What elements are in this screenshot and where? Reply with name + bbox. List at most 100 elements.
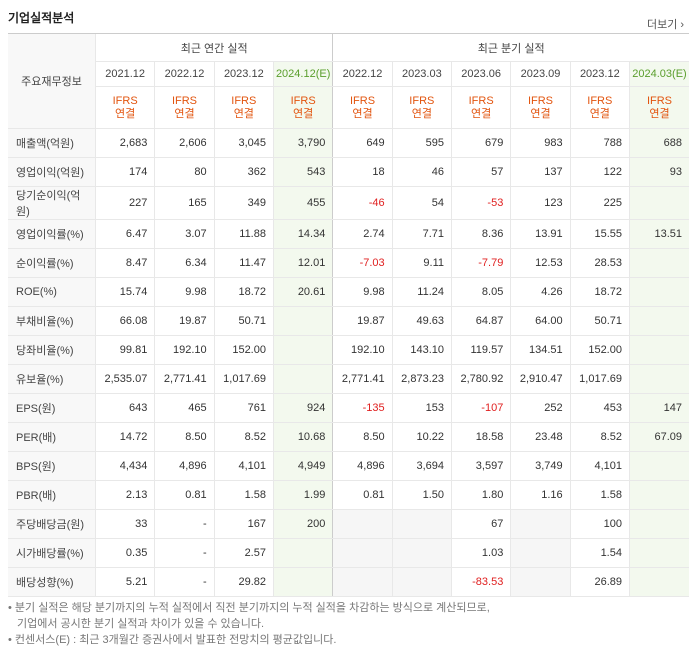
empty-cell <box>332 567 393 597</box>
value-cell: 2,910.47 <box>510 364 571 394</box>
value-cell: 200 <box>272 509 333 539</box>
row-label: 배당성향(%) <box>8 567 96 597</box>
value-cell: 119.57 <box>450 335 511 365</box>
accounting-standard: IFRS 연결 <box>510 86 571 129</box>
value-cell: 9.98 <box>332 277 393 307</box>
value-cell: 0.81 <box>154 480 215 510</box>
value-cell: 9.98 <box>154 277 215 307</box>
period-header: 2021.12 <box>94 61 155 87</box>
value-cell: 167 <box>213 509 274 539</box>
period-header: 2023.06 <box>450 61 511 87</box>
note-line: 기업에서 공시한 분기 실적과 차이가 있을 수 있습니다. <box>17 618 265 630</box>
accounting-standard: IFRS 연결 <box>94 86 155 129</box>
period-header: 2023.09 <box>510 61 571 87</box>
value-cell: 1,017.69 <box>213 364 274 394</box>
value-cell: 3,045 <box>213 128 274 158</box>
value-cell: 4,434 <box>94 451 155 481</box>
value-cell: 93 <box>628 157 689 187</box>
value-cell: 2.13 <box>94 480 155 510</box>
period-header: 2023.12 <box>213 61 274 87</box>
data-row: 영업이익(억원) 174 80 362 543 18 46 57 137 122 93 <box>8 157 689 187</box>
row-label: 시가배당률(%) <box>8 538 96 568</box>
value-cell: 123 <box>510 186 571 220</box>
value-cell: 12.53 <box>510 248 571 278</box>
empty-cell <box>628 567 689 597</box>
value-cell: 1.58 <box>213 480 274 510</box>
value-cell: 5.21 <box>94 567 155 597</box>
value-cell: 227 <box>94 186 155 220</box>
accounting-standard: IFRS 연결 <box>628 86 689 129</box>
period-header: 2024.03(E) <box>628 61 689 87</box>
period-label: 2024.12(E) <box>275 68 331 80</box>
data-row: 당기순이익(억원) 227 165 349 455 -46 54 -53 123 225 <box>8 186 689 220</box>
value-cell: 3.07 <box>154 219 215 249</box>
value-cell: 3,749 <box>510 451 571 481</box>
row-label: 유보율(%) <box>8 364 96 394</box>
empty-cell <box>628 277 689 307</box>
value-cell: 2,771.41 <box>154 364 215 394</box>
data-row: EPS(원) 643 465 761 924 -135 153 -107 252 453 147 <box>8 393 689 423</box>
value-cell: 23.48 <box>510 422 571 452</box>
value-cell: 252 <box>510 393 571 423</box>
empty-cell <box>332 538 393 568</box>
value-cell: 3,790 <box>272 128 333 158</box>
value-cell: 4,896 <box>332 451 393 481</box>
value-cell: 64.87 <box>450 306 511 336</box>
value-cell: 26.89 <box>569 567 630 597</box>
data-row: 유보율(%) 2,535.07 2,771.41 1,017.69 2,771.41 2,… <box>8 364 689 394</box>
period-header: 2022.12 <box>332 61 393 87</box>
value-cell: 2.57 <box>213 538 274 568</box>
value-cell: 2.74 <box>332 219 393 249</box>
value-cell: 225 <box>569 186 630 220</box>
value-cell: 14.72 <box>94 422 155 452</box>
value-cell: 20.61 <box>272 277 333 307</box>
empty-cell <box>272 538 333 568</box>
value-cell: 362 <box>213 157 274 187</box>
empty-cell <box>628 480 689 510</box>
empty-cell <box>391 567 452 597</box>
empty-cell <box>510 538 571 568</box>
more-link[interactable]: 더보기 <box>647 16 684 32</box>
accounting-standard: IFRS 연결 <box>450 86 511 129</box>
value-cell: 15.55 <box>569 219 630 249</box>
empty-cell <box>272 306 333 336</box>
row-label: BPS(원) <box>8 451 96 481</box>
row-label: 영업이익률(%) <box>8 219 96 249</box>
value-cell: 66.08 <box>94 306 155 336</box>
empty-cell <box>628 248 689 278</box>
accounting-standard: IFRS 연결 <box>391 86 452 129</box>
period-header: 2024.12(E) <box>272 61 333 87</box>
row-label: 매출액(억원) <box>8 128 96 158</box>
value-cell: 67 <box>450 509 511 539</box>
value-cell: 8.52 <box>213 422 274 452</box>
value-cell: 29.82 <box>213 567 274 597</box>
value-cell: 15.74 <box>94 277 155 307</box>
row-label: 주당배당금(원) <box>8 509 96 539</box>
header-row: 주요재무정보 최근 연간 실적 최근 분기 실적 <box>8 33 689 129</box>
empty-cell <box>391 509 452 539</box>
value-cell: 4,101 <box>213 451 274 481</box>
value-cell: -46 <box>332 186 393 220</box>
value-cell: 11.88 <box>213 219 274 249</box>
value-cell: 11.47 <box>213 248 274 278</box>
value-cell: 643 <box>94 393 155 423</box>
value-cell: 80 <box>154 157 215 187</box>
data-row: 부채비율(%) 66.08 19.87 50.71 19.87 49.63 64.87 64.… <box>8 306 689 336</box>
value-cell: 50.71 <box>569 306 630 336</box>
empty-cell <box>332 509 393 539</box>
empty-cell <box>628 451 689 481</box>
header-row: IFRS 연결 IFRS 연결 IFRS 연결 IFRS 연결 IFRS 연결 IFRS … <box>8 86 689 129</box>
value-cell: 99.81 <box>94 335 155 365</box>
empty-cell <box>628 306 689 336</box>
accounting-standard: IFRS 연결 <box>272 86 333 129</box>
data-row: 영업이익률(%) 6.47 3.07 11.88 14.34 2.74 7.71 8.36 13… <box>8 219 689 249</box>
value-cell: 28.53 <box>569 248 630 278</box>
value-cell: 3,597 <box>450 451 511 481</box>
value-cell: 10.68 <box>272 422 333 452</box>
period-header: 2023.12 <box>569 61 630 87</box>
period-label: 2024.03(E) <box>632 68 687 80</box>
data-row: BPS(원) 4,434 4,896 4,101 4,949 4,896 3,694 3,59… <box>8 451 689 481</box>
value-cell: 688 <box>628 128 689 158</box>
period-label: 2023.03 <box>401 68 442 80</box>
